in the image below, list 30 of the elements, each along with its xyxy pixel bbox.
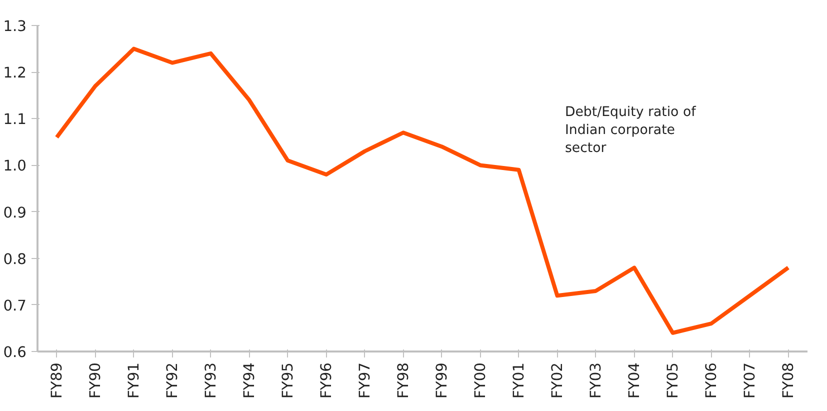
x-tick-label: FY98 xyxy=(394,362,412,399)
x-tick-label: FY00 xyxy=(472,362,489,399)
x-tick-label: FY89 xyxy=(48,362,66,399)
x-tick-label: FY07 xyxy=(741,362,758,399)
x-tick-label: FY90 xyxy=(86,362,104,399)
x-tick-label: FY94 xyxy=(240,362,258,399)
x-tick-label: FY92 xyxy=(164,362,181,399)
x-tick-label: FY97 xyxy=(356,362,374,399)
x-tick-label: FY91 xyxy=(125,362,142,399)
y-tick-label: 1.3 xyxy=(3,18,27,35)
x-tick-label: FY03 xyxy=(587,362,604,399)
x-tick-label: FY02 xyxy=(548,362,566,399)
annotation: Debt/Equity ratio of Indian corporate sector xyxy=(564,104,696,156)
x-tick-label: FY04 xyxy=(626,362,643,399)
y-tick-label: 0.9 xyxy=(3,204,27,222)
x-tick-label: FY05 xyxy=(664,362,682,399)
x-tick-label: FY06 xyxy=(702,362,720,399)
x-tick-label: FY93 xyxy=(202,362,220,399)
x-tick-label: FY95 xyxy=(279,362,296,399)
y-tick-label: 1.2 xyxy=(3,64,27,82)
x-tick-label: FY08 xyxy=(780,362,797,399)
y-tick-label: 0.8 xyxy=(3,250,27,268)
y-tick-label: 1.0 xyxy=(3,158,27,175)
line-series xyxy=(54,46,790,335)
y-tick-label: 0.6 xyxy=(3,344,27,361)
y-tick-label: 0.7 xyxy=(3,297,27,314)
x-tick-label: FY01 xyxy=(510,362,528,399)
x-tick-label: FY96 xyxy=(318,362,335,399)
y-tick-label: 1.1 xyxy=(3,111,27,128)
x-tick-label: FY99 xyxy=(433,362,450,399)
